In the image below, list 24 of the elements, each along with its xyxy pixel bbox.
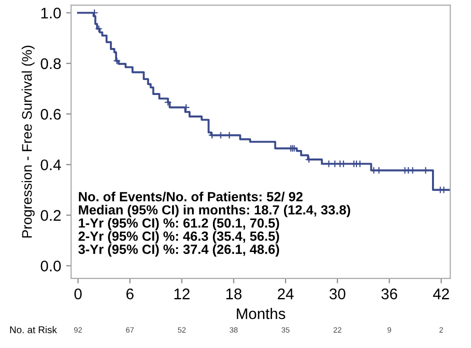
annotation: 3-Yr (95% CI) %: 37.4 (26.1, 48.6) [78, 244, 280, 257]
point [113, 57, 121, 65]
x-tick-label: 42 [433, 288, 449, 300]
y-axis-title: Progression - Free Survival (%) [22, 46, 35, 238]
y-tick-label: 1.0 [41, 8, 61, 18]
annotation: Median (95% CI) in months: 18.7 (12.4, 33.8) [78, 204, 350, 218]
x-tick-label: 12 [174, 288, 190, 300]
annotation: No. of Events/No. of Patients: 52/ 92 [78, 192, 303, 202]
annotation: 2-Yr (95% CI) %: 46.3 (35.4, 56.5) [78, 231, 280, 244]
y-tick-label: 0.6 [40, 108, 61, 120]
y-tick-label: 0.8 [40, 58, 61, 70]
text: No. at Risk [10, 326, 57, 334]
x-tick-label: 18 [226, 288, 242, 300]
x-tick-label: 24 [278, 288, 294, 300]
x-axis-title: Months [236, 308, 286, 320]
y-tick-label: 0.2 [40, 210, 61, 221]
x-tick-label: 0 [74, 288, 82, 300]
x-tick-label: 30 [330, 288, 346, 300]
y-tick-label: 0.4 [40, 159, 61, 170]
x-tick-label: 36 [381, 288, 398, 300]
y-tick-label: 0.0 [40, 260, 61, 272]
annotation: 1-Yr (95% CI) %: 61.2 (50.1, 70.5) [78, 218, 280, 230]
point [94, 24, 103, 33]
x-tick-label: 6 [126, 288, 134, 300]
